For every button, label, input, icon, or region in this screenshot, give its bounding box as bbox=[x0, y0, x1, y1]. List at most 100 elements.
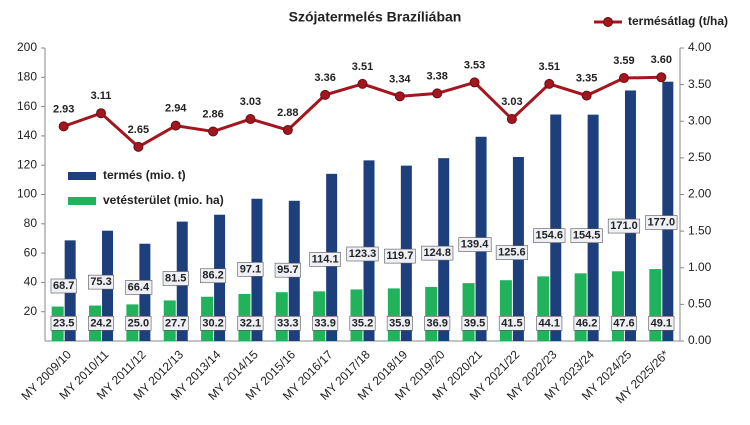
value-label: 2.88 bbox=[277, 107, 298, 119]
y2-tick-label: 4.00 bbox=[688, 40, 712, 54]
value-label-box bbox=[237, 262, 264, 277]
bar bbox=[624, 90, 636, 341]
value-label: 30.2 bbox=[202, 317, 223, 329]
y2-tick-label: 1.00 bbox=[688, 260, 712, 274]
value-label: 3.59 bbox=[613, 55, 634, 67]
bar bbox=[587, 114, 599, 341]
value-label-box bbox=[384, 248, 416, 264]
value-label-box bbox=[536, 316, 563, 331]
y2-tick-label: 3.50 bbox=[688, 77, 712, 91]
bar bbox=[350, 289, 363, 341]
value-label: 68.7 bbox=[53, 280, 74, 292]
value-label: 97.1 bbox=[240, 263, 261, 275]
value-label-box bbox=[570, 228, 603, 244]
value-label-box bbox=[309, 252, 341, 267]
value-label: 3.38 bbox=[426, 70, 447, 82]
value-label-box bbox=[125, 316, 152, 331]
value-label: 39.5 bbox=[464, 317, 485, 329]
value-label: 3.03 bbox=[501, 96, 522, 108]
value-label: 27.7 bbox=[165, 317, 186, 329]
legend-label: termés (mio. t) bbox=[103, 168, 186, 182]
value-label: 3.35 bbox=[576, 73, 597, 85]
value-label: 3.51 bbox=[539, 61, 560, 73]
value-label-box bbox=[386, 316, 413, 331]
value-label: 33.3 bbox=[277, 317, 298, 329]
y-tick-label: 20 bbox=[24, 304, 38, 318]
value-label-box bbox=[50, 316, 77, 331]
line-marker bbox=[656, 72, 667, 83]
value-label: 86.2 bbox=[202, 270, 223, 282]
value-label-box bbox=[607, 218, 641, 234]
value-label-box bbox=[573, 316, 600, 331]
value-label-box bbox=[610, 316, 637, 331]
value-label: 171.0 bbox=[610, 220, 638, 232]
value-label: 44.1 bbox=[539, 317, 560, 329]
y2-tick-label: 1.50 bbox=[688, 223, 712, 237]
value-label: 32.1 bbox=[240, 317, 261, 329]
value-label-box bbox=[648, 316, 675, 331]
value-label: 3.60 bbox=[651, 54, 672, 66]
line-marker bbox=[581, 90, 592, 101]
value-label-box bbox=[349, 316, 376, 331]
bar bbox=[574, 273, 587, 341]
value-label: 24.2 bbox=[90, 317, 111, 329]
y-tick-label: 200 bbox=[17, 40, 37, 54]
value-label: 36.9 bbox=[426, 317, 447, 329]
bar bbox=[662, 81, 674, 341]
line-marker bbox=[245, 114, 256, 125]
y-tick-label: 100 bbox=[17, 187, 37, 201]
value-label-box bbox=[274, 316, 301, 331]
line-marker bbox=[357, 78, 368, 89]
value-label-box bbox=[312, 316, 339, 331]
value-label: 139.4 bbox=[461, 239, 489, 251]
legend-swatch bbox=[68, 172, 96, 180]
line-marker bbox=[469, 77, 480, 88]
value-label-box bbox=[533, 228, 566, 243]
value-label: 2.86 bbox=[202, 108, 223, 120]
value-label: 119.7 bbox=[386, 250, 413, 262]
line-marker bbox=[544, 78, 555, 89]
value-label: 124.8 bbox=[423, 247, 451, 259]
line-marker bbox=[432, 88, 443, 99]
line-marker bbox=[170, 120, 181, 131]
value-label: 46.2 bbox=[576, 317, 597, 329]
y2-tick-label: 0.00 bbox=[688, 333, 712, 347]
value-label-box bbox=[274, 262, 301, 278]
line-marker bbox=[208, 126, 219, 137]
value-label-box bbox=[421, 245, 454, 261]
y2-tick-label: 2.00 bbox=[688, 187, 712, 201]
line-marker bbox=[133, 141, 144, 152]
line-marker bbox=[618, 73, 629, 84]
value-label: 41.5 bbox=[501, 317, 522, 329]
value-label-box bbox=[88, 274, 115, 290]
legend-swatch bbox=[68, 197, 96, 205]
value-label-box bbox=[461, 316, 488, 331]
value-label: 2.94 bbox=[165, 103, 187, 115]
value-label: 95.7 bbox=[277, 264, 298, 276]
line-marker bbox=[58, 121, 69, 132]
value-label: 177.0 bbox=[648, 217, 676, 229]
line-marker bbox=[96, 108, 107, 119]
y-tick-label: 140 bbox=[17, 128, 37, 142]
bar bbox=[537, 276, 550, 341]
value-label-box bbox=[88, 316, 115, 331]
value-label: 23.5 bbox=[53, 317, 74, 329]
value-label: 33.9 bbox=[314, 317, 335, 329]
y-tick-label: 60 bbox=[24, 245, 38, 259]
value-label-box bbox=[458, 237, 492, 252]
value-label-box bbox=[200, 316, 227, 331]
value-label-box bbox=[237, 316, 264, 331]
y-tick-label: 180 bbox=[17, 69, 37, 83]
value-label-box bbox=[424, 316, 451, 331]
value-label: 81.5 bbox=[165, 272, 186, 284]
value-label: 3.03 bbox=[240, 96, 261, 108]
value-label-box bbox=[200, 268, 227, 284]
value-label: 3.34 bbox=[389, 73, 411, 85]
legend-label: vetésterület (mio. ha) bbox=[103, 193, 224, 207]
value-label: 2.65 bbox=[128, 124, 149, 136]
line-marker bbox=[320, 89, 331, 100]
y2-tick-label: 0.50 bbox=[688, 297, 712, 311]
value-label-box bbox=[125, 280, 153, 295]
legend-marker bbox=[603, 17, 613, 27]
